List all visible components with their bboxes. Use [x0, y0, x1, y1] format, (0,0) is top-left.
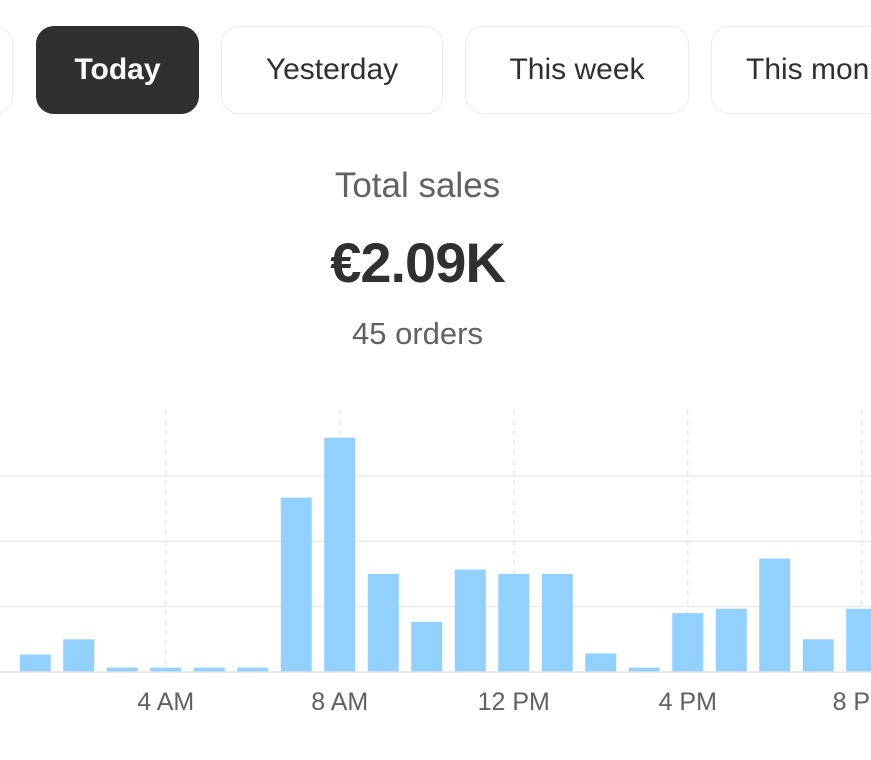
order-count: 45 orders — [352, 316, 483, 351]
chart-bar — [585, 653, 617, 672]
chart-bar — [541, 573, 573, 672]
date-range-pill-yesterday[interactable]: Yesterday — [221, 26, 443, 114]
total-sales-value: €2.09K — [330, 231, 506, 294]
date-range-selector: Today Yesterday This week This mon — [0, 26, 871, 114]
chart-bar — [411, 621, 443, 672]
chart-bar — [672, 613, 704, 672]
chart-bar — [846, 608, 871, 672]
chart-bar — [19, 654, 51, 672]
chart-bar — [628, 667, 660, 672]
chart-bar — [193, 667, 225, 672]
x-tick-label: 4 AM — [137, 688, 194, 716]
x-tick-label: 12 PM — [478, 688, 550, 716]
chart-bar — [280, 497, 312, 672]
chart-bar — [454, 569, 486, 672]
x-tick-label: 8 AM — [311, 688, 368, 716]
date-range-pill-today[interactable]: Today — [36, 26, 199, 114]
chart-bar — [150, 667, 182, 672]
x-tick-label: 4 PM — [659, 688, 717, 716]
chart-bar — [237, 667, 269, 672]
chart-bar — [759, 558, 791, 672]
date-range-pill-this-month[interactable]: This mon — [711, 26, 871, 114]
chart-x-axis: 4 AM 8 AM 12 PM 4 PM 8 PM — [0, 671, 871, 716]
chart-bar — [63, 639, 95, 672]
chart-bar — [802, 639, 834, 672]
chart-bar — [106, 667, 138, 672]
chart-bar — [498, 573, 530, 672]
chart-bar — [367, 573, 399, 672]
x-tick-label: 8 PM — [833, 688, 871, 716]
chart-bar — [715, 608, 747, 672]
chart-bars — [19, 437, 871, 672]
total-sales-label: Total sales — [334, 166, 501, 205]
chart-bar — [324, 437, 356, 672]
date-range-pill-this-week[interactable]: This week — [465, 26, 689, 114]
